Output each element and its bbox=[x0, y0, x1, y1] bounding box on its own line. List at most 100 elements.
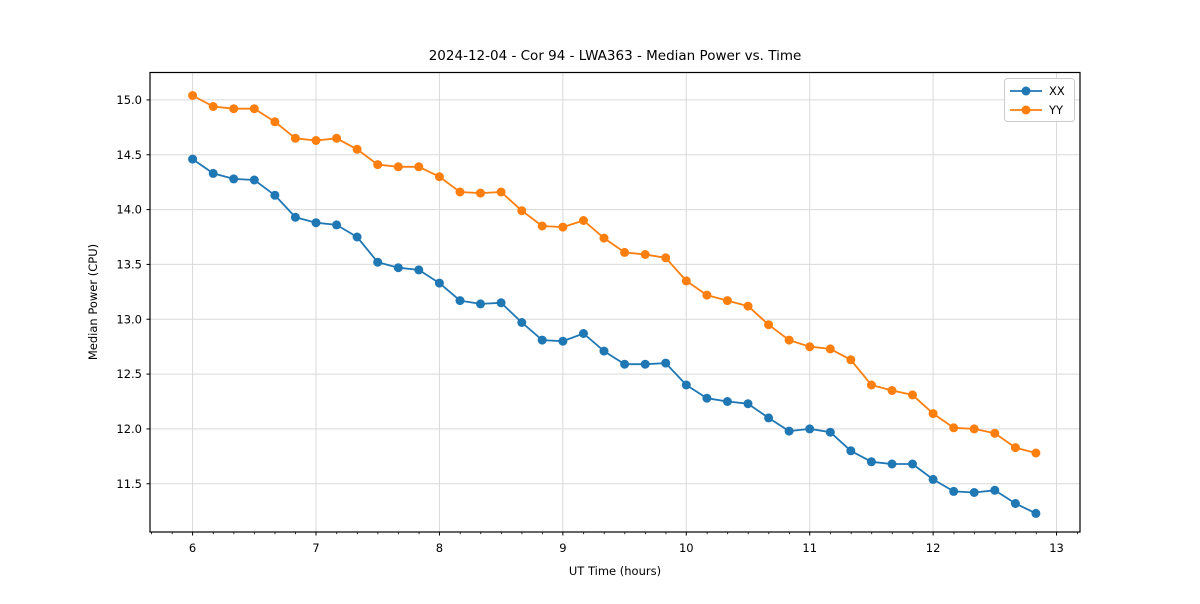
series-xx-marker bbox=[373, 257, 383, 267]
y-tick-label: 14.5 bbox=[116, 148, 142, 162]
series-xx-marker bbox=[579, 329, 588, 338]
x-tick-label: 13 bbox=[1049, 541, 1064, 555]
series-xx-marker bbox=[866, 457, 876, 467]
y-tick-label: 13.5 bbox=[116, 257, 142, 271]
series-xx-marker bbox=[1031, 508, 1041, 518]
series-xx-marker bbox=[846, 446, 856, 456]
series-yy-marker bbox=[640, 250, 650, 259]
series-xx-marker bbox=[455, 296, 465, 306]
legend: XX YY bbox=[1004, 78, 1075, 122]
series-xx-marker bbox=[969, 488, 979, 497]
y-tick-label: 13.0 bbox=[116, 312, 142, 326]
gridlines bbox=[150, 72, 1080, 532]
y-tick-label: 11.5 bbox=[116, 477, 142, 491]
legend-marker-yy bbox=[1021, 105, 1031, 115]
series-yy-marker bbox=[270, 117, 280, 127]
series-xx-marker bbox=[702, 393, 712, 403]
y-tick-label: 12.0 bbox=[116, 422, 142, 436]
series-xx-marker bbox=[414, 265, 424, 275]
series-yy-marker bbox=[414, 162, 424, 172]
series-xx-marker bbox=[229, 174, 239, 184]
series-yy-marker bbox=[476, 188, 485, 198]
series-xx-marker bbox=[887, 459, 897, 469]
legend-label-yy: YY bbox=[1048, 103, 1064, 117]
series-xx-marker bbox=[208, 168, 218, 178]
series-yy-marker bbox=[620, 247, 630, 257]
series-yy-marker bbox=[249, 104, 259, 114]
series-xx-marker bbox=[764, 413, 774, 423]
series-yy-marker bbox=[496, 187, 506, 197]
series-yy-marker bbox=[949, 423, 959, 433]
series-yy-marker bbox=[599, 233, 609, 243]
series-yy-marker bbox=[784, 335, 794, 345]
y-tick-label: 15.0 bbox=[116, 93, 142, 107]
series-xx-marker bbox=[496, 298, 506, 308]
axis-ticks: 6 7 8 9 10 11 12 13 11.5 12.0 12.5 13.0 13.5 14.0 14.5… bbox=[116, 93, 1078, 555]
series-xx-marker bbox=[393, 263, 403, 273]
series-yy-marker bbox=[332, 133, 342, 143]
x-tick-label: 11 bbox=[802, 541, 817, 555]
y-tick-label: 12.5 bbox=[116, 367, 142, 381]
series-xx-marker bbox=[825, 427, 835, 437]
series-xx-marker bbox=[537, 335, 547, 345]
series-yy-marker bbox=[825, 344, 835, 354]
series-xx-line bbox=[192, 158, 1037, 515]
series-yy-marker bbox=[537, 221, 547, 231]
series-yy-marker bbox=[722, 296, 732, 306]
plot-border bbox=[149, 71, 1081, 533]
series-xx-marker bbox=[990, 485, 1000, 495]
series-yy-marker bbox=[805, 342, 815, 352]
series-yy-marker bbox=[990, 428, 1000, 438]
series-xx-marker bbox=[434, 278, 444, 288]
series-yy-marker bbox=[373, 160, 383, 170]
x-axis-label: UT Time (hours) bbox=[569, 564, 661, 578]
series-xx-marker bbox=[908, 459, 917, 469]
series-xx-marker bbox=[681, 380, 691, 390]
series-xx-marker bbox=[949, 486, 959, 496]
series-xx-marker bbox=[558, 336, 568, 346]
series-xx-marker bbox=[311, 218, 321, 228]
series-yy-marker bbox=[558, 222, 568, 232]
series-xx-marker bbox=[290, 212, 300, 222]
series-xx-marker bbox=[928, 474, 938, 484]
series-yy-marker bbox=[1010, 443, 1020, 453]
x-tick-label: 10 bbox=[679, 541, 694, 555]
x-tick-label: 12 bbox=[926, 541, 941, 555]
series-yy-marker bbox=[866, 380, 876, 390]
series-yy-marker bbox=[455, 187, 465, 197]
series-xx-marker bbox=[640, 359, 650, 369]
series-xx-marker bbox=[352, 232, 362, 242]
series-yy-marker bbox=[661, 253, 671, 263]
legend-marker-xx bbox=[1021, 86, 1031, 96]
series-yy-marker bbox=[311, 136, 321, 145]
series-yy-marker bbox=[846, 355, 856, 365]
series-xx-marker bbox=[1010, 499, 1020, 508]
series-xx-marker bbox=[805, 424, 815, 434]
series-yy-line bbox=[192, 94, 1037, 454]
series-xx-marker bbox=[620, 359, 630, 369]
x-tick-label: 8 bbox=[436, 541, 443, 555]
legend-item-yy: YY bbox=[1010, 103, 1064, 117]
series-yy-marker bbox=[969, 424, 979, 434]
series-yy-marker bbox=[352, 144, 362, 154]
legend-item-xx: XX bbox=[1010, 84, 1065, 98]
series-xx-marker bbox=[188, 154, 198, 164]
series-xx-marker bbox=[784, 426, 794, 436]
series-xx-marker bbox=[476, 299, 485, 309]
series-yy-marker bbox=[188, 91, 198, 100]
series-yy-marker bbox=[393, 162, 403, 172]
series-xx-marker bbox=[270, 190, 280, 200]
series-yy-marker bbox=[229, 104, 239, 114]
series-yy-marker bbox=[1031, 448, 1041, 458]
x-tick-label: 9 bbox=[559, 541, 566, 555]
series-xx-marker bbox=[661, 358, 671, 368]
series-yy-marker bbox=[702, 290, 712, 300]
series-xx-marker bbox=[249, 175, 259, 185]
series-yy-marker bbox=[579, 216, 588, 225]
plot-spines bbox=[149, 71, 1081, 533]
series-yy-marker bbox=[290, 133, 300, 143]
series-yy-marker bbox=[681, 276, 691, 286]
series-xx-marker bbox=[332, 220, 342, 230]
